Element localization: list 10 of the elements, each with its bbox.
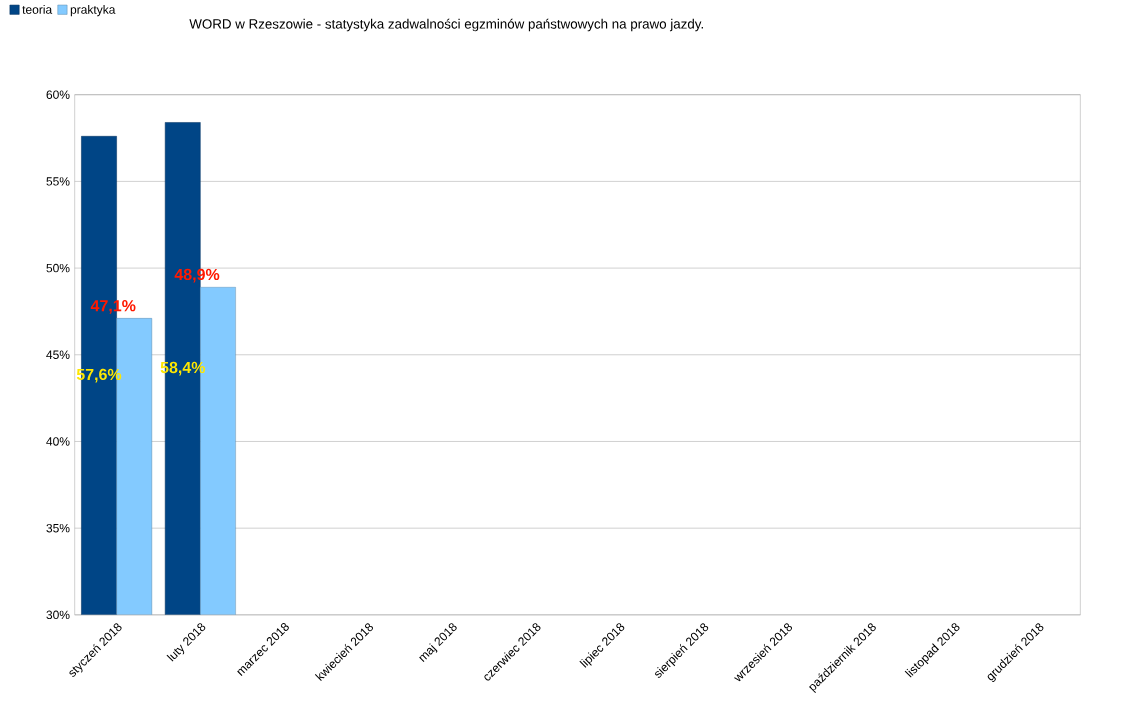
legend-label: teoria [22, 5, 53, 15]
y-tick-label: 60% [46, 90, 70, 100]
y-tick-label: 45% [46, 350, 70, 360]
y-tick-label: 55% [46, 177, 70, 186]
chart-title: WORD w Rzeszowie - statystyka zadwalności egzminów państwowych na prawo jazdy. [189, 18, 703, 32]
y-tick-label: 35% [46, 524, 70, 533]
legend-label: praktyka [70, 5, 116, 17]
y-tick-label: 40% [46, 437, 70, 446]
y-tick-label: 30% [46, 610, 70, 620]
y-tick-label: 50% [46, 264, 70, 273]
